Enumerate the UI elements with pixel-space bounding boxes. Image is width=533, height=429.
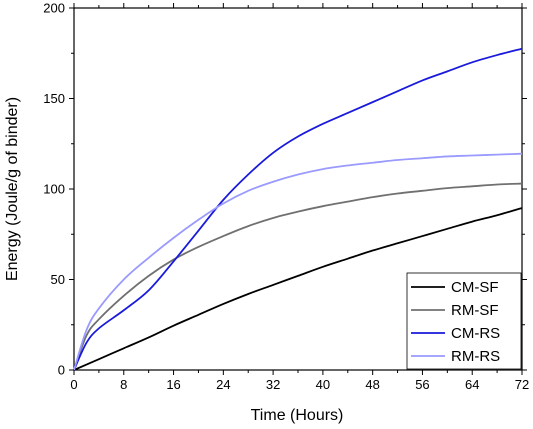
y-tick-label: 50: [51, 272, 65, 287]
legend-label-cm-rs: CM-RS: [451, 325, 500, 342]
x-tick-label: 72: [515, 377, 529, 392]
y-tick-label: 150: [43, 91, 65, 106]
series-line-rm-sf: [73, 182, 523, 371]
x-tick-label: 64: [465, 377, 479, 392]
y-tick-label: 0: [58, 363, 65, 378]
legend-label-cm-sf: CM-SF: [451, 279, 499, 296]
x-axis-title: Time (Hours): [251, 407, 344, 424]
y-axis-title: Energy (Joule/g of binder): [4, 97, 21, 281]
x-tick-label: 0: [70, 377, 77, 392]
legend-box: [406, 272, 522, 370]
x-tick-label: 8: [120, 377, 127, 392]
x-tick-label: 24: [216, 377, 230, 392]
series-line-rm-rs: [73, 152, 523, 371]
x-tick-label: 56: [415, 377, 429, 392]
x-tick-label: 32: [266, 377, 280, 392]
legend-label-rm-sf: RM-SF: [451, 302, 499, 319]
y-tick-label: 200: [43, 1, 65, 16]
series-line-cm-sf: [73, 207, 523, 371]
x-tick-label: 16: [166, 377, 180, 392]
legend-label-rm-rs: RM-RS: [451, 348, 500, 365]
axis-ticks: 0 8 16 24 32 40 48 56 64 72 0 50 100 150 200: [43, 1, 529, 393]
x-tick-label: 40: [316, 377, 330, 392]
x-tick-label: 48: [365, 377, 379, 392]
y-tick-label: 100: [43, 182, 65, 197]
legend: CM-SF RM-SF CM-RS RM-RS: [406, 272, 522, 370]
series-lines: [73, 47, 523, 371]
series-line-cm-rs: [73, 47, 523, 371]
